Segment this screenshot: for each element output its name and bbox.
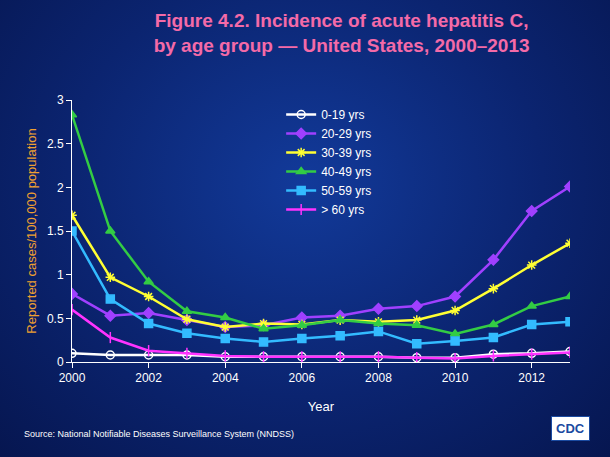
svg-text:1.5: 1.5 [47, 224, 64, 238]
svg-text:Reported cases/100,000 populat: Reported cases/100,000 population [24, 128, 39, 333]
svg-text:2008: 2008 [365, 371, 392, 385]
svg-text:20-29 yrs: 20-29 yrs [321, 127, 371, 141]
svg-text:40-49 yrs: 40-49 yrs [321, 165, 371, 179]
svg-text:50-59 yrs: 50-59 yrs [321, 184, 371, 198]
svg-text:3: 3 [57, 93, 64, 107]
svg-text:Figure 4.2. Incidence of acute: Figure 4.2. Incidence of acute hepatitis… [154, 10, 530, 56]
svg-text:1: 1 [57, 268, 64, 282]
svg-text:2002: 2002 [135, 371, 162, 385]
svg-text:2004: 2004 [212, 371, 239, 385]
svg-text:0-19 yrs: 0-19 yrs [321, 108, 364, 122]
svg-text:2.5: 2.5 [47, 137, 64, 151]
svg-text:0.5: 0.5 [47, 312, 64, 326]
svg-text:2010: 2010 [442, 371, 469, 385]
svg-text:Year: Year [308, 399, 335, 414]
svg-text:0: 0 [57, 355, 64, 369]
svg-text:30-39 yrs: 30-39 yrs [321, 146, 371, 160]
svg-text:2: 2 [57, 181, 64, 195]
svg-text:2012: 2012 [518, 371, 545, 385]
svg-text:CDC: CDC [556, 421, 585, 436]
svg-text:> 60 yrs: > 60 yrs [321, 203, 364, 217]
svg-text:2006: 2006 [288, 371, 315, 385]
svg-text:2000: 2000 [59, 371, 86, 385]
svg-text:Source: National Notifiable Di: Source: National Notifiable Diseases Sur… [24, 429, 294, 439]
